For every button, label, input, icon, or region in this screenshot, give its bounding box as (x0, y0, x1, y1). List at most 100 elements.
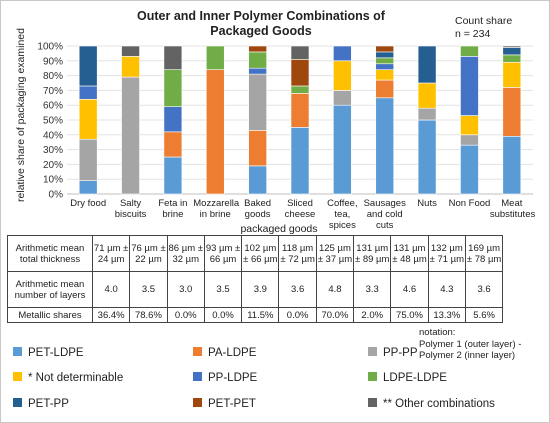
bar-segment (333, 90, 352, 106)
bar-segment (248, 67, 267, 75)
bar-segment (121, 45, 140, 57)
x-tick-label: Baked goods (244, 198, 272, 220)
legend-swatch (193, 372, 202, 381)
legend-label: ** Other combinations (383, 398, 495, 410)
bar-segment (502, 61, 522, 88)
chart-title: Outer and Inner Polymer Combinations of … (137, 9, 385, 38)
stats-row: Metallic shares 36.4% 78.6% 0.0% 0.0% 11.5% 0.… (7, 307, 504, 323)
legend-label: LDPE-LDPE (383, 372, 447, 384)
bar-segment (248, 51, 267, 69)
bar-segment (333, 45, 352, 62)
y-tick-label: 70% (43, 86, 63, 97)
stats-cell: 13.3% (427, 307, 466, 323)
legend-item: PP-LDPE (193, 372, 257, 384)
bar-segment (460, 144, 479, 195)
stats-cell: 125 µm ± 37 µm (315, 235, 355, 272)
legend-swatch (13, 347, 22, 356)
bar-segment (502, 47, 522, 56)
legend-label: * Not determinable (28, 372, 124, 384)
bar-segment (248, 45, 267, 53)
legend-item: PA-LDPE (193, 347, 256, 359)
count-share-label: Count share n = 234 (455, 15, 512, 41)
legend-swatch (193, 398, 202, 407)
stats-cell: 0.0% (203, 307, 243, 323)
legend-swatch (13, 398, 22, 407)
legend-swatch (193, 347, 202, 356)
stats-row-label: Metallic shares (7, 307, 93, 323)
stats-row: Arithmetic mean total thickness 71 µm ± 2… (7, 235, 504, 272)
x-tick-label: Non Food (448, 198, 491, 209)
y-tick-label: 50% (43, 116, 63, 127)
y-tick-label: 100% (37, 42, 63, 53)
y-tick-label: 40% (43, 130, 63, 141)
stats-cell: 4.6 (390, 271, 429, 308)
stats-row-label: Arithmetic mean total thickness (7, 235, 93, 272)
bar-segment (502, 135, 522, 195)
legend-swatch (368, 347, 377, 356)
bar-segment (417, 82, 437, 109)
count-share-text: Count share (455, 15, 513, 27)
bar-segment (78, 98, 98, 140)
stats-cell: 132 µm ± 71 µm (427, 235, 466, 272)
bar-segment (375, 79, 395, 99)
stats-cell: 3.0 (166, 271, 205, 308)
legend-item: PET-LDPE (13, 347, 84, 359)
stats-cell: 93 µm ± 66 µm (203, 235, 243, 272)
stats-cell: 3.5 (129, 271, 168, 308)
legend-label: PP-PP (383, 347, 418, 359)
stats-cell: 78.6% (129, 307, 168, 323)
bar-segment (290, 85, 310, 94)
y-tick-label: 20% (43, 160, 63, 171)
bar-segment (205, 45, 225, 70)
legend-label: PP-LDPE (208, 372, 258, 384)
stats-cell: 76 µm ± 22 µm (129, 235, 168, 272)
bar-segment (290, 59, 310, 87)
y-tick-label: 30% (43, 145, 63, 156)
count-share-value: n = 234 (455, 28, 491, 40)
bar-segment (248, 165, 267, 195)
bar-segment (163, 131, 183, 158)
legend-item: PP-PP (368, 347, 418, 359)
legend-item: * Not determinable (13, 372, 123, 384)
bar-segment (290, 45, 310, 60)
x-tick-label: Dry food (70, 198, 107, 209)
bar-segment (333, 104, 352, 195)
bar-segment (460, 45, 479, 57)
bar-segment (502, 87, 522, 137)
legend-label: PET-PP (28, 398, 69, 410)
legend-swatch (13, 372, 22, 381)
bar-segment (460, 115, 479, 136)
legend-swatch (368, 398, 377, 407)
stats-cell: 4.3 (427, 271, 466, 308)
notation-line-3: Polymer 2 (inner layer) (419, 350, 516, 361)
stats-cell: 131 µm ± 48 µm (390, 235, 429, 272)
stats-row-label: Arithmetic mean number of layers (7, 271, 93, 308)
stats-cell: 0.0% (166, 307, 205, 323)
bar-segment (375, 69, 395, 81)
bar-segment (163, 69, 183, 107)
stats-cell: 36.4% (91, 307, 131, 323)
legend-item: LDPE-LDPE (368, 372, 447, 384)
x-tick-label: Mozzarella in brine (193, 198, 240, 220)
legend-item: PET-PP (13, 398, 69, 410)
x-tick-label: Sausages and cold cuts (363, 198, 406, 231)
stats-cell: 0.0% (278, 307, 317, 323)
stats-cell: 75.0% (390, 307, 429, 323)
stacked-bar-chart: 0% 10% 20% 30% 40% 50% 60% 70% 80% 90% 100% (37, 42, 533, 201)
bar-segment (78, 85, 98, 100)
x-tick-label: Sliced cheese (284, 198, 316, 220)
stats-cell: 86 µm ± 32 µm (166, 235, 205, 272)
bar-segment (290, 127, 310, 195)
stats-cell: 102 µm ± 66 µm (241, 235, 280, 272)
stats-cell: 4.0 (91, 271, 131, 308)
bar-segment (417, 119, 437, 195)
x-tick-label: Nuts (417, 198, 437, 209)
stats-cell: 3.6 (464, 271, 504, 308)
stats-cell: 131 µm ± 89 µm (353, 235, 392, 272)
bar-segment (375, 45, 395, 53)
bar-segment (333, 60, 352, 91)
bar-segment (375, 63, 395, 70)
legend-label: PA-LDPE (208, 347, 257, 359)
notation-line-1: notation: (419, 327, 456, 338)
